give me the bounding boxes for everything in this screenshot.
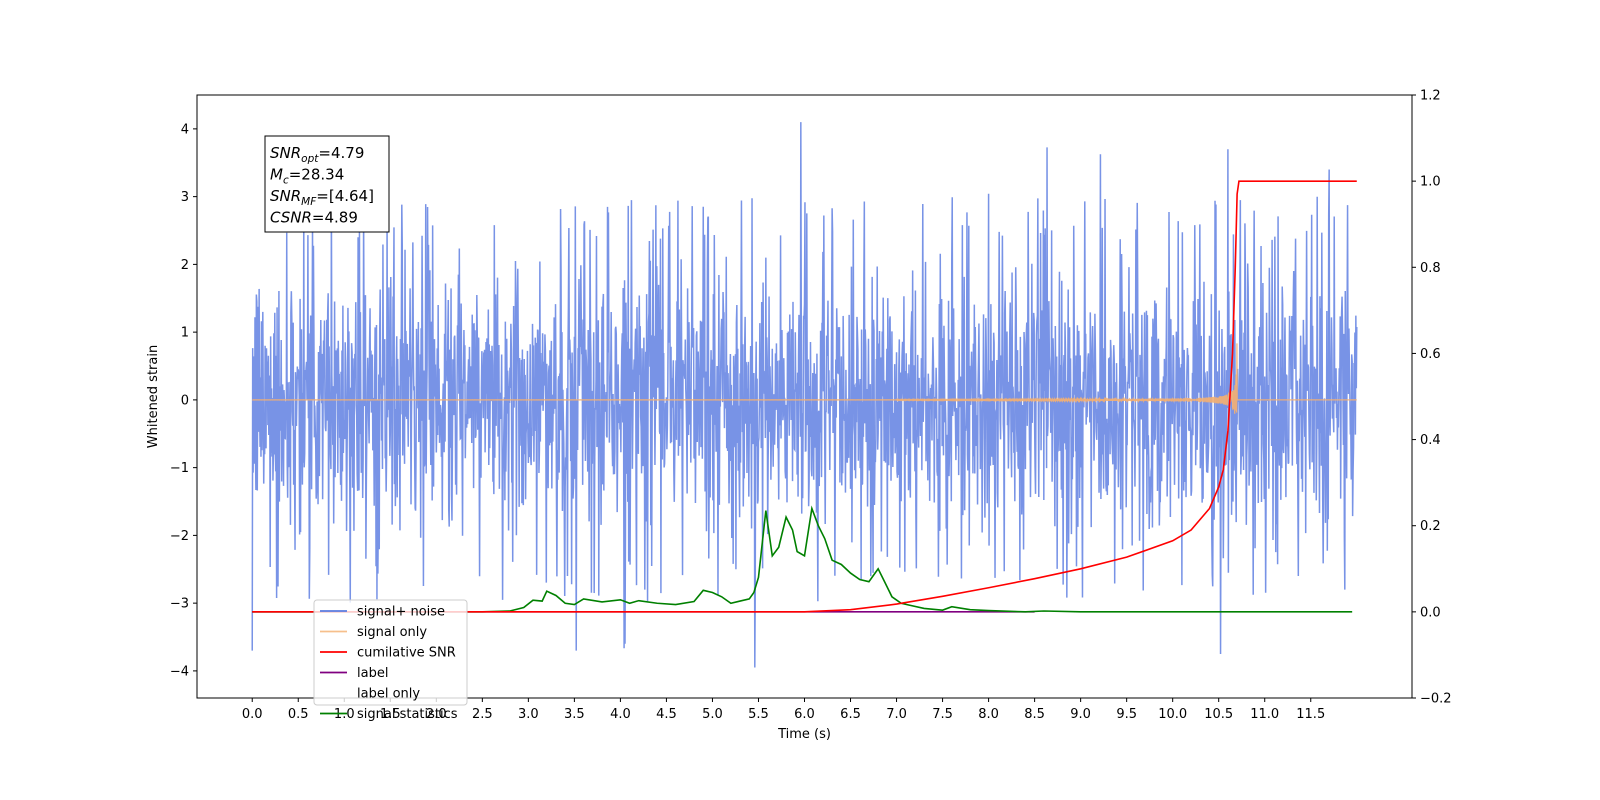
x-axis-label: Time (s) [777, 727, 831, 742]
x-tick-label: 5.0 [702, 707, 723, 722]
annotation-line: SNRopt=4.79 [270, 144, 364, 165]
legend-label: signal+ noise [357, 605, 445, 620]
y-tick-label: −3 [170, 597, 189, 612]
legend: signal+ noise signal only cumilative SNR la… [313, 599, 468, 722]
legend-item: label [320, 666, 388, 681]
line-cumulative-snr [252, 180, 1357, 613]
legend-label: label only [357, 687, 420, 702]
y-tick-label: −1 [170, 461, 189, 476]
y-right-tick-label: 0.2 [1420, 519, 1441, 534]
legend-item: label only [357, 687, 420, 702]
x-tick-label: 3.0 [518, 707, 539, 722]
y-right-tick-label: 1.0 [1420, 175, 1441, 190]
x-tick-label: 4.5 [656, 707, 677, 722]
x-tick-label: 1.5 [380, 707, 401, 722]
legend-label: signal statistics [357, 707, 458, 722]
x-tick-label: 2.0 [426, 707, 447, 722]
y-right-tick-label: 0.8 [1420, 261, 1441, 276]
x-tick-label: 7.5 [932, 707, 953, 722]
y-tick-label: −2 [170, 529, 189, 544]
x-tick-label: 5.5 [748, 707, 769, 722]
y-right-tick-label: 1.2 [1420, 89, 1441, 104]
annotation-line: Mc=28.34 [270, 166, 344, 187]
y-right-tick-label: 0.6 [1420, 347, 1441, 362]
x-tick-label: 0.0 [242, 707, 263, 722]
legend-label: cumilative SNR [357, 646, 456, 661]
y-axis-label: Whitened strain [146, 345, 161, 448]
legend-frame [313, 599, 468, 706]
y-right-tick-label: 0.0 [1420, 605, 1441, 620]
series-signal-plus-noise [251, 122, 1358, 668]
line-signal-only [252, 343, 1357, 414]
x-tick-label: 10.0 [1158, 707, 1187, 722]
legend-label: signal only [357, 625, 427, 640]
y-tick-label: 0 [181, 393, 189, 408]
x-tick-label: 1.0 [334, 707, 355, 722]
x-tick-label: 4.0 [610, 707, 631, 722]
line-signal-plus-noise [251, 122, 1358, 668]
x-tick-label: 8.0 [978, 707, 999, 722]
x-tick-label: 6.5 [840, 707, 861, 722]
x-tick-label: 6.0 [794, 707, 815, 722]
y-tick-label: 3 [181, 190, 189, 205]
x-tick-label: 0.5 [288, 707, 309, 722]
y-right-tick-label: −0.2 [1420, 692, 1452, 707]
y-right-tick-label: 0.4 [1420, 433, 1441, 448]
y-tick-label: 4 [181, 122, 189, 137]
x-axis: 0.0 0.5 1.0 1.5 2.0 2.5 3.0 3.5 4.0 4.5 5.0 5.5 6.0 6… [242, 698, 1325, 722]
legend-label: label [357, 666, 388, 681]
legend-item: cumilative SNR [320, 646, 456, 661]
x-tick-label: 11.0 [1250, 707, 1279, 722]
annotation-line: SNRMF=[4.64] [270, 187, 374, 208]
y-tick-label: 2 [181, 258, 189, 273]
legend-item: signal+ noise [320, 605, 445, 620]
y-tick-label: 1 [181, 326, 189, 341]
legend-item: signal statistics [320, 707, 458, 722]
x-tick-label: 3.5 [564, 707, 585, 722]
y-tick-label: −4 [170, 664, 189, 679]
y-axis-right: −0.2 0.0 0.2 0.4 0.6 0.8 1.0 1.2 [1412, 89, 1452, 707]
x-tick-label: 11.5 [1296, 707, 1325, 722]
x-tick-label: 10.5 [1204, 707, 1233, 722]
line-signal-statistics [252, 505, 1353, 613]
x-tick-label: 2.5 [472, 707, 493, 722]
y-axis-left: −4 −3 −2 −1 0 1 2 3 4 [170, 122, 197, 679]
legend-item: signal only [320, 625, 427, 640]
x-tick-label: 9.0 [1070, 707, 1091, 722]
annotation-frame [264, 135, 390, 233]
annotation-line: CSNR=4.89 [270, 209, 358, 227]
x-tick-label: 7.0 [886, 707, 907, 722]
x-tick-label: 9.5 [1116, 707, 1137, 722]
series-signal-only [252, 343, 1357, 414]
x-tick-label: 8.5 [1024, 707, 1045, 722]
